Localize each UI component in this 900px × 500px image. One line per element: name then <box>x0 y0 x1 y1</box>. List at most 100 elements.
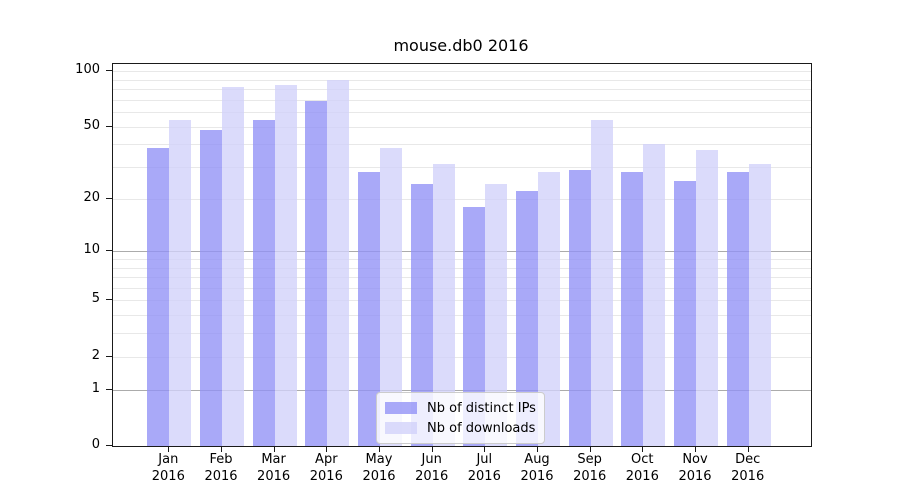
bar-distinct-ips <box>358 172 380 446</box>
x-tick-label: May 2016 <box>343 451 415 485</box>
y-tick-mark <box>106 445 112 446</box>
gridline-major <box>113 389 811 391</box>
x-tick-label: Jun 2016 <box>396 451 468 485</box>
bar-downloads <box>748 164 771 446</box>
gridline-minor <box>113 71 811 72</box>
x-tick-label-year: 2016 <box>731 469 765 484</box>
x-tick-mark <box>221 446 222 452</box>
x-tick-label: Mar 2016 <box>238 451 310 485</box>
x-tick-label-year: 2016 <box>573 469 607 484</box>
bar-distinct-ips <box>305 100 328 446</box>
y-tick-label: 10 <box>83 242 100 258</box>
gridline-minor <box>113 315 811 317</box>
x-tick-label: Jan 2016 <box>132 451 204 485</box>
x-tick-label-year: 2016 <box>415 469 449 484</box>
y-tick-label: 1 <box>91 380 100 396</box>
x-tick-label: Apr 2016 <box>290 451 362 485</box>
bar-distinct-ips <box>726 172 749 446</box>
legend-item: Nb of downloads <box>385 418 536 438</box>
x-tick-mark <box>484 446 486 452</box>
bar-distinct-ips <box>674 181 696 446</box>
x-tick-mark <box>537 446 538 452</box>
x-tick-label-year: 2016 <box>467 469 501 484</box>
x-tick-label: Oct 2016 <box>606 451 678 485</box>
y-tick-mark <box>106 125 112 127</box>
x-tick-label: Sep 2016 <box>554 451 626 485</box>
y-tick-label: 20 <box>83 189 100 205</box>
gridline-minor <box>113 126 811 128</box>
x-tick-label-month: Oct <box>631 452 654 467</box>
x-tick-label-year: 2016 <box>309 469 343 484</box>
y-tick-mark <box>106 70 112 71</box>
x-tick-mark <box>589 446 591 452</box>
gridline-minor <box>113 356 811 358</box>
bar-downloads <box>169 120 192 446</box>
legend-label: Nb of downloads <box>427 420 536 436</box>
bar-distinct-ips <box>410 184 433 446</box>
x-tick-mark <box>168 446 170 452</box>
x-tick-label-month: Apr <box>315 452 338 467</box>
x-tick-label: Feb 2016 <box>185 451 257 485</box>
x-tick-label-year: 2016 <box>520 469 554 484</box>
x-tick-label-month: Jul <box>476 452 493 467</box>
x-tick-label-year: 2016 <box>362 469 396 484</box>
y-tick-label: 0 <box>91 437 100 452</box>
bar-downloads <box>590 120 613 446</box>
gridline-minor <box>113 167 811 168</box>
gridline-minor <box>113 198 811 200</box>
legend-swatch-downloads <box>385 422 417 434</box>
bar-downloads <box>222 86 244 446</box>
y-tick-label: 50 <box>83 117 100 133</box>
y-tick-label: 2 <box>91 347 100 363</box>
x-tick-label: Nov 2016 <box>659 451 731 485</box>
legend-swatch-distinct-ips <box>385 402 417 414</box>
gridline-minor <box>113 79 811 81</box>
bar-distinct-ips <box>147 148 170 446</box>
x-tick-label: Dec 2016 <box>712 451 784 485</box>
bar-distinct-ips <box>621 172 644 446</box>
y-tick-mark <box>106 250 112 252</box>
bar-distinct-ips <box>568 169 591 446</box>
legend-label: Nb of distinct IPs <box>427 400 536 416</box>
bar-distinct-ips <box>463 206 486 446</box>
x-tick-label-month: Nov <box>682 452 708 467</box>
x-tick-label-year: 2016 <box>204 469 238 484</box>
bar-downloads <box>485 184 508 446</box>
x-tick-label-year: 2016 <box>151 469 185 484</box>
x-tick-label-year: 2016 <box>257 469 291 484</box>
x-tick-label-month: Jun <box>421 452 442 467</box>
x-tick-mark <box>273 446 275 452</box>
x-tick-label: Jul 2016 <box>448 451 520 485</box>
bar-downloads <box>696 150 718 446</box>
y-tick-label: 5 <box>91 291 100 307</box>
legend: Nb of distinct IPs Nb of downloads <box>376 392 545 444</box>
x-tick-label-year: 2016 <box>678 469 712 484</box>
x-tick-mark <box>695 446 696 452</box>
bar-downloads <box>643 144 666 446</box>
y-tick-mark <box>106 388 112 390</box>
y-tick-mark <box>106 197 112 199</box>
y-tick-mark <box>106 299 112 301</box>
x-tick-label: Aug 2016 <box>501 451 573 485</box>
x-tick-label-month: Sep <box>577 452 602 467</box>
y-tick-mark <box>106 355 112 357</box>
bar-downloads <box>432 164 455 446</box>
x-tick-label-month: Dec <box>735 452 761 467</box>
x-tick-mark <box>326 446 328 452</box>
x-tick-mark <box>379 446 380 452</box>
x-tick-mark <box>747 446 749 452</box>
gridline-minor <box>113 99 811 101</box>
x-tick-label-month: Mar <box>261 452 286 467</box>
bar-downloads <box>327 79 350 446</box>
x-tick-label-year: 2016 <box>625 469 659 484</box>
gridline-minor <box>113 144 811 146</box>
bar-distinct-ips <box>516 191 538 446</box>
bar-downloads <box>538 172 560 446</box>
gridline-minor <box>113 88 811 90</box>
plot-area <box>112 63 812 447</box>
gridline-minor <box>113 112 811 113</box>
x-tick-label-month: May <box>365 452 393 467</box>
gridline-minor <box>113 300 811 302</box>
gridline-minor <box>113 287 811 289</box>
